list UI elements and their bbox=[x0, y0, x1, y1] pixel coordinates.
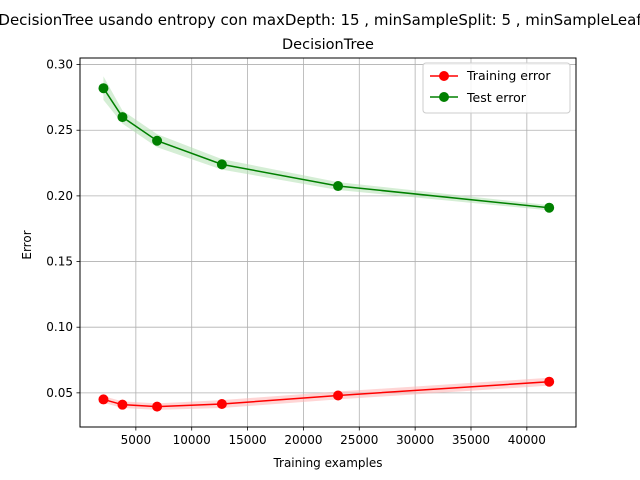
x-tick-label: 30000 bbox=[396, 433, 434, 447]
y-tick-label: 0.10 bbox=[46, 320, 73, 334]
y-tick-label: 0.15 bbox=[46, 255, 73, 269]
y-axis-ticks: 0.05 0.10 0.15 0.20 0.25 0.30 bbox=[46, 58, 80, 400]
data-point-training bbox=[216, 399, 227, 410]
y-tick-label: 0.05 bbox=[46, 386, 73, 400]
chart-suptitle: DecisionTree usando entropy con maxDepth… bbox=[0, 11, 640, 29]
data-point-test bbox=[152, 135, 163, 146]
data-point-training bbox=[117, 399, 128, 410]
x-tick-label: 35000 bbox=[452, 433, 490, 447]
x-tick-label: 10000 bbox=[173, 433, 211, 447]
x-tick-label: 5000 bbox=[121, 433, 152, 447]
data-point-training bbox=[544, 376, 555, 387]
data-point-test bbox=[117, 112, 128, 123]
x-tick-label: 25000 bbox=[340, 433, 378, 447]
series-markers bbox=[98, 83, 555, 412]
y-tick-label: 0.20 bbox=[46, 189, 73, 203]
grid bbox=[80, 58, 576, 427]
x-tick-label: 40000 bbox=[508, 433, 546, 447]
data-point-test bbox=[333, 181, 344, 192]
x-axis-ticks: 5000 10000 15000 20000 25000 30000 35000 40000 bbox=[121, 427, 546, 447]
y-axis-label: Error bbox=[20, 230, 34, 259]
legend-marker-training bbox=[439, 71, 449, 81]
data-point-test bbox=[544, 202, 555, 213]
legend-label-training: Training error bbox=[466, 68, 551, 83]
legend-box bbox=[422, 62, 571, 114]
chart-title: DecisionTree bbox=[282, 37, 374, 53]
series-line-test bbox=[102, 87, 550, 209]
data-point-training bbox=[152, 401, 163, 412]
legend-marker-test bbox=[439, 92, 449, 102]
x-tick-label: 20000 bbox=[284, 433, 322, 447]
x-tick-label: 15000 bbox=[228, 433, 266, 447]
data-point-training bbox=[333, 390, 344, 401]
data-point-test bbox=[216, 159, 227, 170]
data-point-training bbox=[98, 394, 109, 405]
legend: Training error Test error bbox=[422, 62, 571, 114]
y-tick-label: 0.25 bbox=[46, 123, 73, 137]
legend-label-test: Test error bbox=[466, 90, 527, 105]
plot-area bbox=[80, 58, 576, 427]
x-axis-label: Training examples bbox=[272, 456, 382, 470]
plot-frame bbox=[79, 57, 577, 428]
error-band-training bbox=[103, 377, 550, 410]
data-point-test bbox=[98, 83, 109, 94]
y-tick-label: 0.30 bbox=[46, 58, 73, 72]
